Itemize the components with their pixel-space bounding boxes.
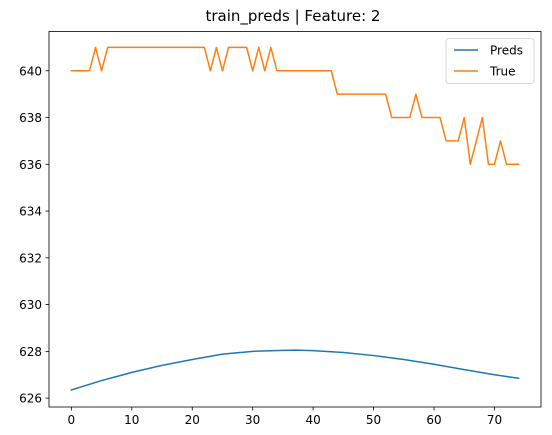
x-tick-label: 70 (487, 413, 502, 427)
legend-label-preds: Preds (490, 44, 523, 58)
x-tick-label: 20 (185, 413, 200, 427)
y-tick-label: 628 (19, 345, 42, 359)
x-tick-label: 60 (426, 413, 441, 427)
x-tick-label: 40 (305, 413, 320, 427)
legend: Preds True (445, 38, 535, 84)
y-tick-label: 634 (19, 205, 42, 219)
y-tick-label: 636 (19, 158, 42, 172)
y-tick-label: 638 (19, 111, 42, 125)
x-tick-label: 30 (245, 413, 260, 427)
series-layer (70, 46, 520, 391)
chart-title: train_preds | Feature: 2 (206, 7, 381, 26)
series-line-true (70, 46, 520, 166)
legend-label-true: True (489, 65, 516, 79)
y-tick-label: 626 (19, 392, 42, 406)
y-tick-label: 632 (19, 251, 42, 265)
x-tick-label: 10 (124, 413, 139, 427)
series-line-preds (70, 349, 520, 391)
x-tick-label: 50 (366, 413, 381, 427)
plot-frame (48, 31, 542, 408)
axes-layer: 0 10 20 30 40 50 60 70 626 628 630 632 634 636 638 640 (19, 64, 502, 427)
y-tick-label: 640 (19, 64, 42, 78)
y-tick-label: 630 (19, 298, 42, 312)
x-tick-label: 0 (68, 413, 76, 427)
